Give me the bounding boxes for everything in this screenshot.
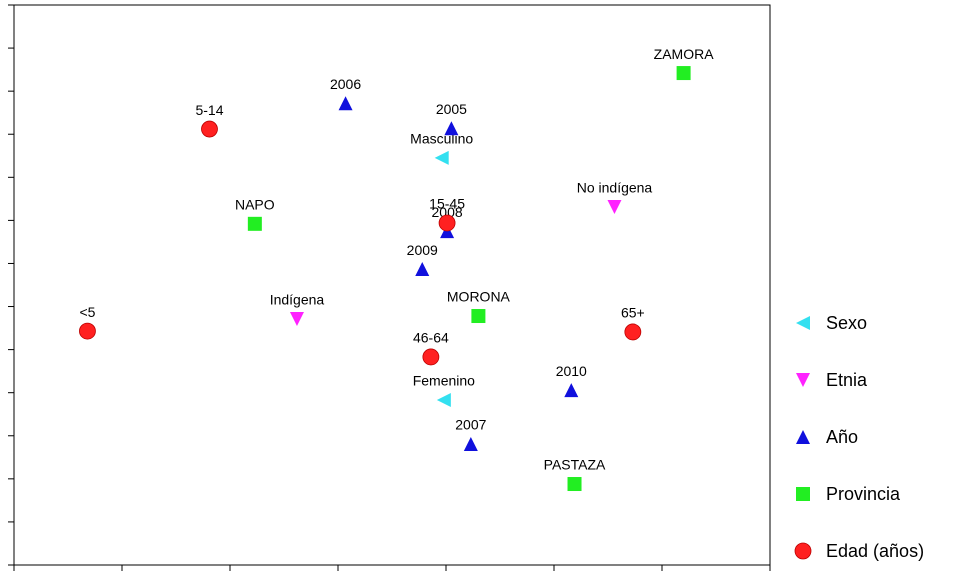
legend-marker [796, 373, 810, 387]
point [463, 436, 478, 451]
point [79, 322, 96, 340]
point [444, 121, 459, 136]
point [564, 383, 579, 398]
point [436, 393, 451, 408]
point [415, 262, 430, 277]
point [607, 200, 622, 215]
point-label: NAPO [235, 197, 275, 213]
point [567, 477, 582, 492]
point-label: 15-45 [429, 196, 465, 212]
legend-marker [796, 430, 810, 444]
legend-label: Edad (años) [826, 541, 924, 561]
legend-marker [794, 542, 812, 560]
point [676, 66, 691, 81]
point [422, 348, 440, 366]
point [289, 312, 304, 327]
point-label: 5-14 [195, 102, 223, 118]
point-label: Masculino [410, 131, 473, 147]
point-label: MORONA [447, 289, 511, 305]
point [624, 323, 642, 341]
point-label: PASTAZA [544, 457, 606, 473]
point-label: 65+ [621, 305, 645, 321]
point [338, 96, 353, 111]
point [434, 150, 449, 165]
point-label: 2005 [436, 101, 467, 117]
point-label: <5 [79, 304, 95, 320]
point-label: 2010 [556, 363, 587, 379]
legend-label: Año [826, 427, 858, 447]
point-label: 2006 [330, 76, 361, 92]
legend-label: Provincia [826, 484, 901, 504]
point-label: 2008 [432, 204, 463, 220]
plot-frame [13, 4, 771, 566]
point-label: No indígena [577, 180, 653, 196]
point-label: 2007 [455, 417, 486, 433]
point-label: ZAMORA [654, 46, 715, 62]
point-label: Indígena [270, 292, 325, 308]
legend-marker [796, 316, 810, 330]
point-label: 46-64 [413, 330, 449, 346]
point-label: 2009 [407, 242, 438, 258]
point [471, 309, 486, 324]
point [247, 216, 262, 231]
point [438, 214, 456, 232]
point [201, 120, 218, 138]
legend-marker [796, 487, 810, 501]
point-label: Femenino [413, 373, 475, 389]
legend-label: Etnia [826, 370, 868, 390]
legend-label: Sexo [826, 313, 867, 333]
